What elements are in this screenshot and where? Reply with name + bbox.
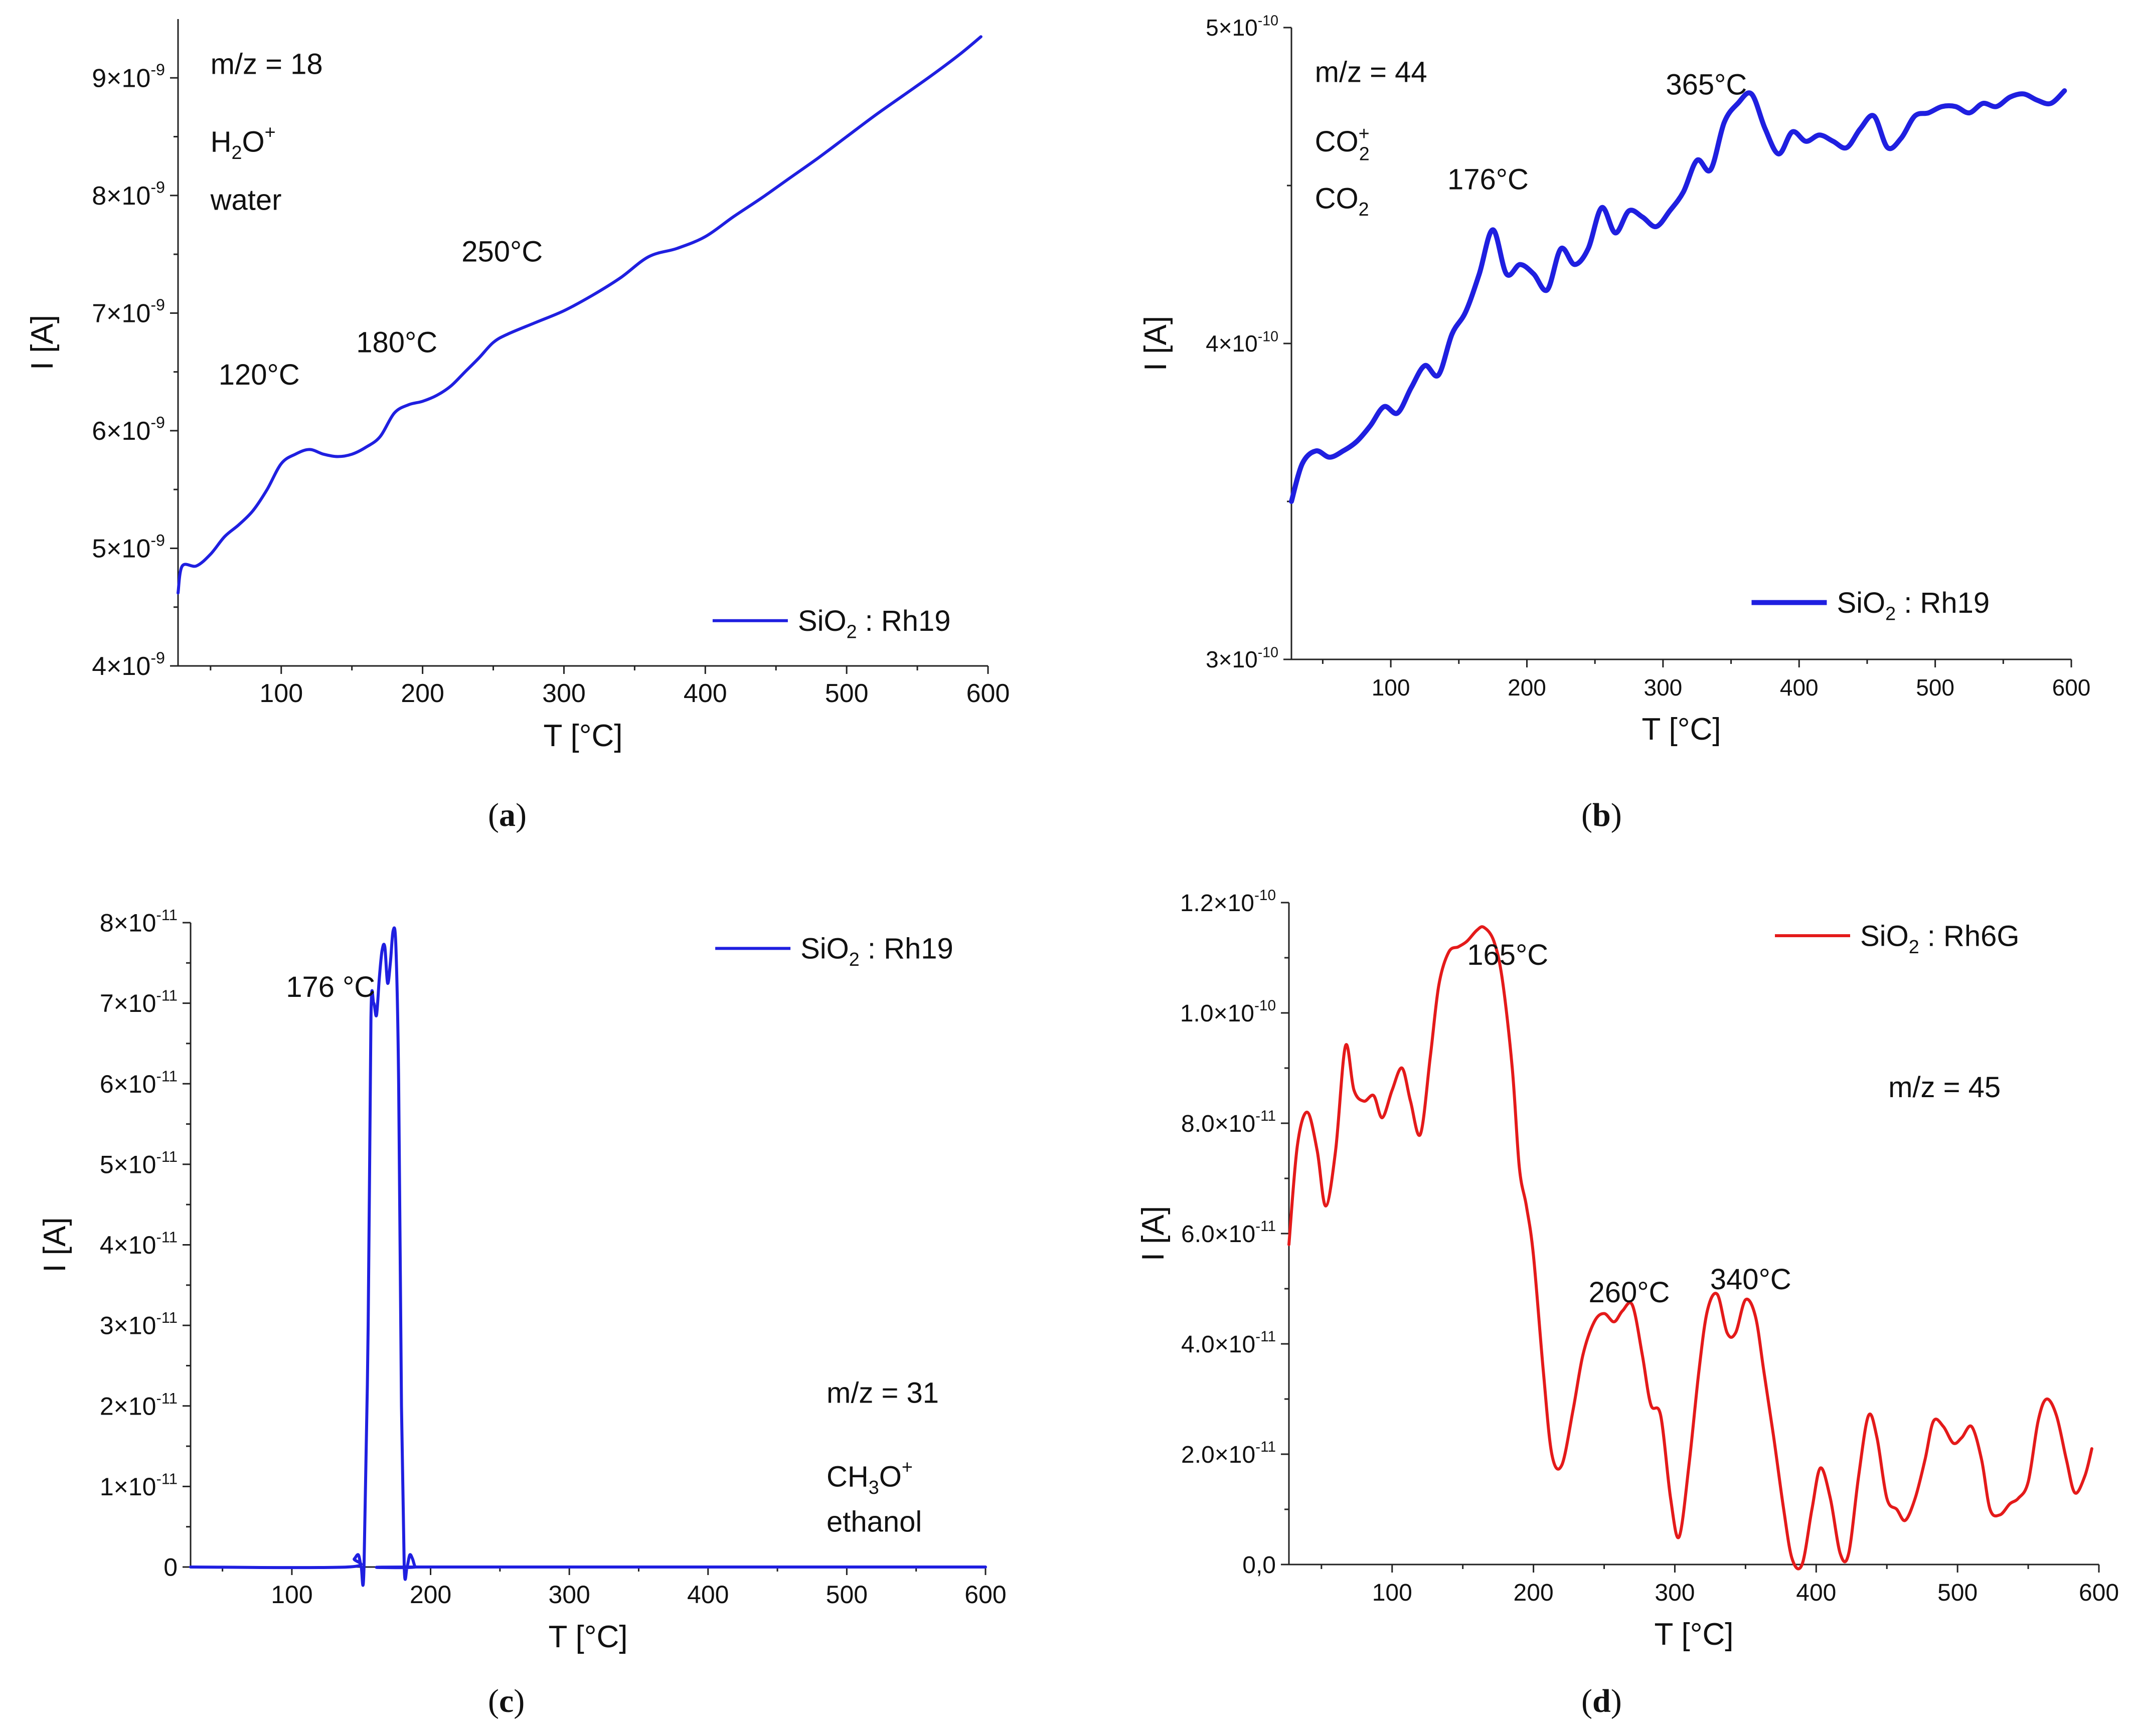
- x-tick-label: 500: [1916, 674, 1954, 701]
- x-tick-label: 200: [1514, 1580, 1554, 1606]
- legend-label: SiO2 : Rh19: [798, 605, 951, 642]
- x-tick-label: 100: [259, 679, 303, 708]
- caption-d: (d): [1581, 1683, 1622, 1719]
- x-tick-label: 500: [826, 1581, 868, 1609]
- y-tick-label: 7×10-11: [100, 987, 178, 1018]
- x-tick-label: 400: [684, 679, 727, 708]
- x-tick-label: 500: [825, 679, 869, 708]
- x-tick-label: 100: [1372, 1580, 1412, 1606]
- peak-label: 165°C: [1467, 939, 1548, 971]
- y-tick-label: 3×10-10: [1206, 644, 1278, 672]
- y-tick-label: 1×10-11: [100, 1470, 178, 1501]
- x-tick-label: 400: [1780, 674, 1819, 701]
- x-tick-label: 500: [1937, 1580, 1978, 1606]
- x-tick-label: 300: [1655, 1580, 1695, 1606]
- y-axis-label: I [A]: [1136, 1206, 1171, 1261]
- mz-label: m/z = 18: [211, 48, 323, 81]
- legend-label: SiO2 : Rh19: [1837, 587, 1990, 624]
- x-tick-label: 600: [2052, 674, 2091, 701]
- caption-a: (a): [488, 797, 527, 833]
- y-tick-label: 8×10-9: [92, 179, 165, 211]
- peak-label: 250°C: [461, 236, 543, 268]
- y-tick-label: 0: [163, 1553, 178, 1582]
- x-axis-label: T [°C]: [544, 719, 623, 753]
- y-tick-label: 6.0×10-11: [1181, 1218, 1276, 1248]
- y-axis-label: I [A]: [1138, 316, 1173, 371]
- caption-c: (c): [488, 1683, 525, 1719]
- y-axis-label: I [A]: [38, 1217, 72, 1272]
- y-tick-label: 4×10-11: [100, 1229, 178, 1260]
- y-tick-label: 3×10-11: [100, 1309, 178, 1340]
- series-line: [189, 926, 987, 1587]
- chart-panel-b: 100 200 300 400 500 600 3×10-10 4×10-10 5×10-10 T…: [1138, 13, 2090, 747]
- x-tick-label: 300: [542, 679, 586, 708]
- y-tick-label: 8×10-11: [100, 906, 178, 937]
- chart-panel-d: 100 200 300 400 500 600 0,0 2.0×10-11 4.0×10-11 6…: [1136, 887, 2119, 1652]
- y-tick-label: 1.2×10-10: [1180, 887, 1276, 917]
- compound-label: water: [210, 184, 282, 217]
- y-tick-label: 5×10-11: [100, 1148, 178, 1179]
- x-tick-label: 600: [2079, 1580, 2119, 1606]
- x-tick-label: 400: [687, 1581, 729, 1609]
- x-tick-label: 600: [964, 1581, 1006, 1609]
- y-tick-label: 4×10-9: [92, 649, 165, 681]
- x-axis-label: T [°C]: [1642, 712, 1721, 747]
- caption-b: (b): [1581, 797, 1622, 833]
- peak-label: 120°C: [219, 359, 300, 391]
- y-tick-label: 9×10-9: [92, 61, 165, 93]
- y-tick-label: 4×10-10: [1206, 328, 1278, 357]
- x-tick-label: 400: [1796, 1580, 1836, 1606]
- y-tick-label: 8.0×10-11: [1181, 1108, 1276, 1137]
- y-tick-label: 6×10-11: [100, 1067, 178, 1098]
- x-tick-label: 100: [1372, 674, 1410, 701]
- ion-species-label: CH3O+: [827, 1456, 913, 1498]
- peak-label: 260°C: [1589, 1276, 1670, 1309]
- x-tick-label: 300: [1644, 674, 1682, 701]
- x-axis-label: T [°C]: [549, 1620, 628, 1654]
- mz-label: m/z = 31: [827, 1377, 939, 1410]
- y-tick-label: 1.0×10-10: [1180, 997, 1276, 1027]
- x-tick-label: 200: [410, 1581, 451, 1609]
- y-tick-label: 5×10-10: [1206, 13, 1278, 41]
- mz-label: m/z = 45: [1888, 1071, 2001, 1104]
- chart-panel-a: 100 200 300 400 500 600 4×10-9 5×10-9 6×10-9 7×10…: [25, 19, 1010, 753]
- compound-label: ethanol: [827, 1506, 922, 1538]
- series-line: [177, 35, 982, 595]
- series-line: [1287, 925, 2093, 1571]
- x-tick-label: 600: [966, 679, 1010, 708]
- y-tick-label: 4.0×10-11: [1181, 1328, 1276, 1358]
- peak-label: 340°C: [1710, 1263, 1791, 1296]
- peak-label: 176 °C: [286, 971, 375, 1003]
- y-tick-label: 2×10-11: [100, 1390, 178, 1421]
- x-tick-label: 200: [1508, 674, 1546, 701]
- x-tick-label: 300: [548, 1581, 590, 1609]
- mz-label: m/z = 44: [1315, 56, 1427, 88]
- x-axis-label: T [°C]: [1655, 1617, 1734, 1652]
- ion-species-label: CO+ 2: [1315, 123, 1370, 164]
- x-tick-label: 200: [401, 679, 444, 708]
- series-line: [1289, 88, 2067, 504]
- peak-label: 180°C: [356, 326, 437, 359]
- chart-panel-c: 100 200 300 400 500 600 0 1×10-11 2×10-11 3×10-11…: [38, 906, 1007, 1654]
- compound-label: CO2: [1315, 182, 1369, 220]
- legend-label: SiO2 : Rh6G: [1860, 920, 2020, 957]
- y-tick-label: 6×10-9: [92, 414, 165, 446]
- x-tick-label: 100: [271, 1581, 312, 1609]
- legend-label: SiO2 : Rh19: [800, 933, 953, 970]
- y-tick-label: 2.0×10-11: [1181, 1439, 1276, 1468]
- peak-label: 176°C: [1447, 163, 1529, 196]
- y-axis-label: I [A]: [25, 315, 60, 370]
- y-tick-label: 7×10-9: [92, 296, 165, 328]
- ion-species-label: H2O+: [211, 121, 276, 163]
- y-tick-label: 0,0: [1242, 1552, 1276, 1579]
- y-tick-label: 5×10-9: [92, 531, 165, 563]
- peak-label: 365°C: [1666, 69, 1747, 101]
